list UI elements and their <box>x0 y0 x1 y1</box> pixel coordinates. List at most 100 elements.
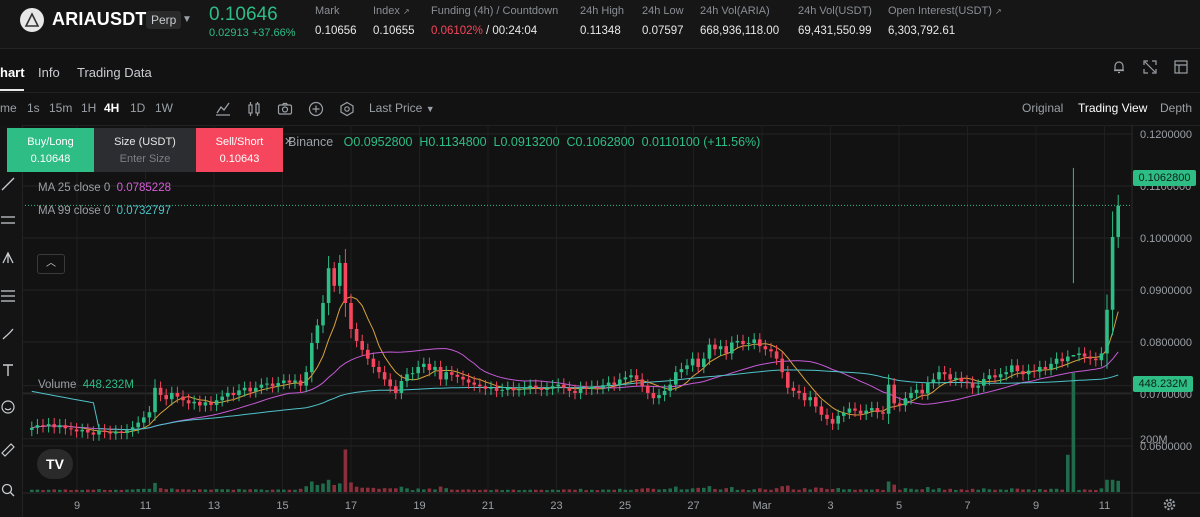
volume-bar <box>422 489 426 492</box>
candle-body <box>1060 358 1064 362</box>
volume-bar <box>830 488 835 492</box>
chevron-down-icon[interactable]: ▼ <box>182 14 192 25</box>
volume-bar <box>209 489 213 492</box>
volume-bar <box>30 489 34 492</box>
volume-bar <box>679 489 684 492</box>
add-indicator-icon[interactable] <box>308 101 324 117</box>
stat-value: 0.07597 <box>642 25 684 37</box>
bell-icon[interactable] <box>1112 60 1126 74</box>
volume-bar <box>377 488 381 492</box>
camera-icon[interactable] <box>277 101 293 117</box>
ruler-icon[interactable] <box>0 443 16 457</box>
candle-body <box>181 396 185 401</box>
symbol-name[interactable]: ARIAUSDT <box>52 9 147 29</box>
volume-bar <box>562 489 566 492</box>
volume-bar <box>438 486 443 492</box>
date-tick-label: 19 <box>413 500 425 512</box>
view-depth[interactable]: Depth <box>1160 101 1193 115</box>
interval-1w[interactable]: 1W <box>155 101 173 115</box>
volume-bar <box>954 489 958 492</box>
volume-bar <box>226 489 230 492</box>
tab-chart[interactable]: hart <box>0 65 25 80</box>
candle-body <box>573 390 577 393</box>
volume-bar <box>842 489 846 492</box>
external-link-icon[interactable]: ↗ <box>402 7 410 16</box>
interval-15m[interactable]: 15m <box>49 101 73 115</box>
sell-label: Sell/Short <box>215 136 264 148</box>
volume-bar <box>192 489 196 492</box>
view-original[interactable]: Original <box>1022 101 1064 115</box>
candle-body <box>242 387 247 391</box>
expand-icon[interactable] <box>1143 60 1157 74</box>
buy-long-button[interactable]: Buy/Long 0.10648 <box>7 128 94 172</box>
sell-price: 0.10643 <box>219 153 260 165</box>
current-price-tag: 0.1062800 <box>1133 170 1196 186</box>
candle-body <box>86 429 90 433</box>
volume-bar <box>366 487 370 492</box>
candle-body <box>763 346 768 350</box>
fib-tool-icon[interactable] <box>0 289 16 303</box>
interval-1h[interactable]: 1H <box>81 101 97 115</box>
volume-bar <box>203 489 208 492</box>
view-trading-view[interactable]: Trading View <box>1078 101 1148 115</box>
collapse-legend-button[interactable]: ︿ <box>37 254 65 274</box>
volume-bar <box>1099 488 1104 492</box>
volume-bar <box>685 489 689 492</box>
close-icon[interactable]: ✕ <box>284 136 294 148</box>
candle-body <box>349 303 353 329</box>
sell-short-button[interactable]: Sell/Short 0.10643 <box>196 128 283 172</box>
candle-body <box>231 392 236 396</box>
candle-body <box>1099 353 1104 361</box>
interval-4h[interactable]: 4H <box>104 101 120 115</box>
settings-hex-icon[interactable] <box>339 101 355 117</box>
time-label[interactable]: me <box>0 101 17 115</box>
gear-icon[interactable] <box>1162 497 1177 512</box>
ma25-legend[interactable]: MA 25 close 0 0.0785228 <box>38 182 171 194</box>
candle-body <box>209 402 213 405</box>
stat-funding[interactable]: Funding (4h) / Countdown 0.06102% / 00:2… <box>431 5 558 37</box>
size-input[interactable]: Size (USDT) Enter Size <box>94 128 196 172</box>
emoji-icon[interactable] <box>0 400 16 414</box>
volume-bar <box>573 489 577 492</box>
horizontal-line-icon[interactable] <box>0 213 16 227</box>
volume-bar <box>74 489 79 492</box>
candle-body <box>226 392 230 397</box>
candle-body <box>97 430 101 435</box>
moving-averages <box>31 296 1119 434</box>
date-tick-label: 17 <box>345 500 357 512</box>
candlestick-chart[interactable]: 0.12000000.11000000.10000000.09000000.08… <box>0 125 1200 517</box>
stat-index[interactable]: Index ↗ 0.10655 <box>373 5 415 37</box>
candle-body <box>1110 236 1115 310</box>
candle-body <box>853 408 857 411</box>
text-tool-icon[interactable] <box>0 363 16 377</box>
candle-body <box>410 373 415 375</box>
contract-type-badge: Perp <box>146 11 182 29</box>
ma99-legend[interactable]: MA 99 close 0 0.0732797 <box>38 205 171 217</box>
layout-icon[interactable] <box>1174 60 1188 74</box>
indicator-icon[interactable] <box>215 101 231 117</box>
tradingview-logo[interactable]: TV <box>37 449 73 479</box>
interval-1d[interactable]: 1D <box>130 101 146 115</box>
candle-body <box>248 387 252 392</box>
caret-down-icon: ▼ <box>425 104 435 114</box>
stat-open-interest[interactable]: Open Interest(USDT) ↗ 6,303,792.61 <box>888 5 1002 37</box>
line-tool-icon[interactable] <box>0 177 16 191</box>
candle-body <box>780 358 784 373</box>
volume-bar <box>483 489 488 492</box>
volume-bar <box>578 488 583 492</box>
volume-bar <box>293 489 297 492</box>
volume-bar <box>724 488 728 492</box>
zoom-icon[interactable] <box>0 483 16 497</box>
candle-type-icon[interactable] <box>246 101 262 117</box>
candle-body <box>298 380 303 386</box>
tab-info[interactable]: Info <box>38 65 60 80</box>
brush-icon[interactable] <box>0 327 16 341</box>
price-type-select[interactable]: Last Price ▼ <box>369 101 435 115</box>
tab-trading-data[interactable]: Trading Data <box>77 65 152 80</box>
external-link-icon[interactable]: ↗ <box>994 7 1002 16</box>
pitchfork-icon[interactable] <box>0 251 16 265</box>
high-value: H0.1134800 <box>419 135 487 149</box>
interval-1s[interactable]: 1s <box>27 101 40 115</box>
volume-bar <box>1049 488 1053 492</box>
candle-body <box>1082 353 1087 357</box>
